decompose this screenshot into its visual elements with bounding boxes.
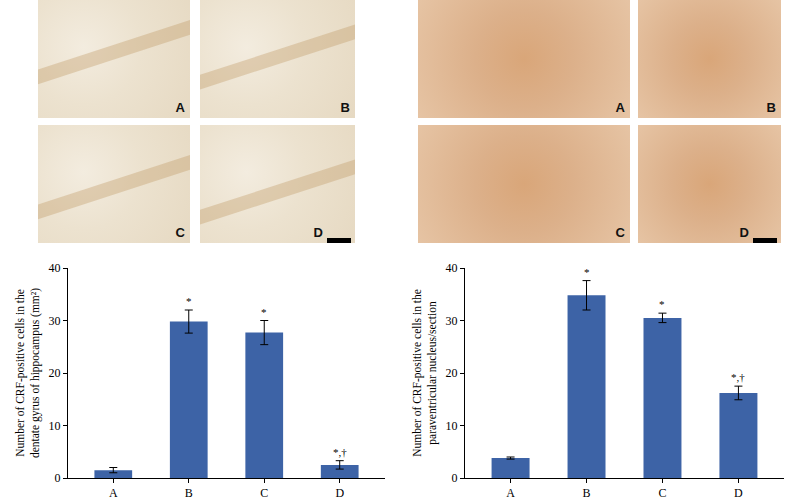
html-text:A: A [615,100,625,115]
svg-text:40: 40 [49,261,61,275]
svg-text:C: C [658,486,666,500]
svg-text:*,†: *,† [333,446,347,458]
html-text:D: D [313,225,323,240]
svg-text:Number of CRF-positive cells i: Number of CRF-positive cells in thedenta… [14,288,42,458]
svg-text:0: 0 [55,471,61,485]
html-text:A: A [175,100,185,115]
svg-text:20: 20 [49,366,61,380]
svg-text:C: C [260,486,268,500]
svg-text:40: 40 [446,261,458,275]
svg-text:10: 10 [49,419,61,433]
svg-text:A: A [109,486,118,500]
svg-text:D: D [734,486,743,500]
svg-text:*: * [261,306,267,318]
svg-text:B: B [583,486,591,500]
svg-text:0: 0 [452,471,458,485]
html-text:C: C [175,225,185,240]
svg-text:A: A [506,486,515,500]
svg-text:30: 30 [49,314,61,328]
html-text:B: B [340,100,350,115]
html-text:C: C [615,225,625,240]
svg-text:30: 30 [446,314,458,328]
svg-text:Number of CRF-positive cells i: Number of CRF-positive cells in theparav… [411,289,439,457]
svg-text:*: * [659,298,665,310]
html-text:D: D [739,225,749,240]
svg-text:B: B [185,486,193,500]
html-text:B: B [766,100,776,115]
svg-text:20: 20 [446,366,458,380]
svg-text:D: D [335,486,344,500]
svg-text:10: 10 [446,419,458,433]
svg-text:*,†: *,† [731,371,745,383]
svg-text:*: * [186,295,192,307]
svg-text:*: * [584,266,590,278]
